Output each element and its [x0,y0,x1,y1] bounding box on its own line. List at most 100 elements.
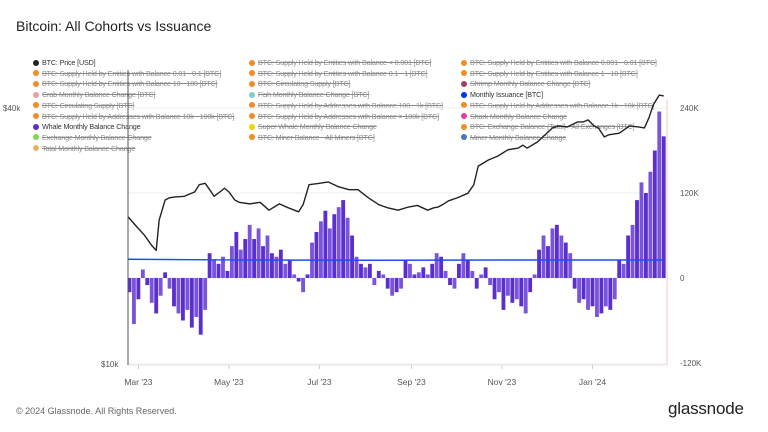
legend-item[interactable]: BTC: Supply Held by Addresses with Balan… [33,112,234,121]
legend-item[interactable]: Total Monthly Balance Change [33,144,135,153]
legend-dot-icon [33,70,39,77]
whale-bar [537,249,541,278]
legend-item[interactable]: BTC: Supply Held by Entities with Balanc… [249,58,431,67]
whale-bar [492,278,497,300]
whale-bar [639,182,644,278]
whale-bar [465,260,470,278]
whale-bar [412,274,417,278]
x-tick-label: Nov '23 [488,377,517,387]
legend-item[interactable]: Fish Monthly Balance Change [BTC] [249,90,369,99]
whale-bar [372,278,377,286]
legend-item[interactable]: BTC: Circulating Supply [BTC] [249,79,350,88]
whale-bar [323,210,328,278]
legend-item[interactable]: Shrimp Monthly Balance Change [BTC] [461,79,590,88]
whale-bar [359,263,363,278]
legend-item[interactable]: BTC: Price [USD] [33,58,96,67]
whale-bar [198,278,203,335]
legend-item[interactable]: Super Whale Monthly Balance Change [249,122,377,131]
legend-dot-icon [33,91,39,98]
whale-bar [554,224,559,278]
legend-dot-icon [461,123,467,130]
legend-item[interactable]: BTC: Circulating Supply [BTC] [33,101,134,110]
whale-bar [425,274,430,278]
whale-bar [283,263,288,278]
left-axis-tick-label: $10k [101,360,119,369]
legend-label: Whale Monthly Balance Change [42,122,141,132]
whale-bar [376,270,381,278]
whale-bar [657,111,662,279]
glassnode-logo: glassnode [668,399,744,418]
legend-dot-icon [249,70,255,77]
legend-item[interactable]: BTC: Supply Held by Entities with Balanc… [33,79,218,88]
whale-bar [430,263,435,278]
legend-item[interactable]: Whale Monthly Balance Change [33,122,141,132]
whale-bar [416,272,421,278]
price-line [127,94,664,252]
whale-bar [572,278,577,289]
legend-dot-icon [461,59,467,66]
whale-bar [461,253,466,278]
legend-dot-icon [249,80,255,87]
legend-item[interactable]: Crab Monthly Balance Change [BTC] [33,90,155,99]
whale-bar [532,274,537,278]
left-axis-tick-label: $40k [3,104,21,113]
whale-bar [381,274,386,278]
whale-bar [207,253,212,278]
whale-bar [140,269,145,278]
whale-bar [216,263,221,278]
legend-label: Super Whale Monthly Balance Change [258,122,377,132]
legend-item[interactable]: Exchange Monthly Balance Change [33,133,152,142]
whale-bar [470,270,475,278]
legend-label: BTC: Miner Balance - All Miners [BTC] [258,132,375,142]
legend-item[interactable]: BTC: Supply Held by Addresses with Balan… [249,101,443,110]
legend-item[interactable]: BTC: Supply Held by Entities with Balanc… [461,69,638,78]
copyright-footer: © 2024 Glassnode. All Rights Reserved. [16,406,177,416]
whale-bar [154,278,159,314]
whale-bar [132,278,136,325]
legend-dot-icon [249,113,255,119]
legend-item[interactable]: BTC: Miner Balance - All Miners [BTC] [249,133,375,142]
legend-item[interactable]: BTC: Supply Held by Entities with Balanc… [249,69,428,78]
whale-bar [354,256,359,278]
legend-item[interactable]: BTC: Supply Held by Addresses with Balan… [249,112,439,121]
whale-bar [661,136,666,278]
whale-bar [189,278,194,328]
whale-bar [474,278,479,289]
whale-bar [350,235,355,278]
legend-item[interactable]: BTC: Supply Held by Entities with Balanc… [461,58,657,67]
legend-item[interactable]: Miner Monthly Balance Change [461,133,566,142]
whale-bar [341,200,346,278]
legend-item[interactable]: Shark Monthly Balance Change [461,112,567,121]
whale-bar [643,193,648,278]
whale-bar [127,278,132,293]
legend-label: Shark Monthly Balance Change [470,111,567,121]
legend-dot-icon [461,70,467,77]
legend-dot-icon [249,123,255,130]
legend-item[interactable]: Monthly Issuance [BTC] [461,90,543,99]
legend-dot-icon [249,134,255,141]
whale-bar [238,249,243,278]
whale-bar [577,278,582,303]
legend-label: BTC: Supply Held by Entities with Balanc… [42,68,222,78]
legend-dot-icon [461,91,467,98]
legend-label: Shrimp Monthly Balance Change [BTC] [470,79,591,89]
legend-dot-icon [33,134,39,141]
legend-item[interactable]: BTC: Exchange Balance (Total) - All Exch… [461,122,635,131]
whale-bar [221,256,225,278]
whale-bar [274,256,279,278]
legend-label: Crab Monthly Balance Change [BTC] [42,90,156,100]
whale-bar [225,270,230,278]
whale-bar [314,231,319,278]
x-tick-label: Sep '23 [397,377,426,387]
legend-label: BTC: Exchange Balance (Total) - All Exch… [470,122,635,132]
whale-bar [136,278,141,300]
whale-bar [457,263,461,278]
legend-label: BTC: Supply Held by Addresses with Balan… [258,111,439,121]
legend-item[interactable]: BTC: Supply Held by Addresses with Balan… [461,101,655,110]
legend-item[interactable]: BTC: Supply Held by Entities with Balanc… [33,69,221,78]
whale-bar [385,278,390,289]
legend-dot-icon [33,102,39,109]
legend-label: BTC: Supply Held by Addresses with Balan… [258,100,443,110]
whale-bar [229,246,234,278]
legend-label: Monthly Issuance [BTC] [470,90,543,100]
